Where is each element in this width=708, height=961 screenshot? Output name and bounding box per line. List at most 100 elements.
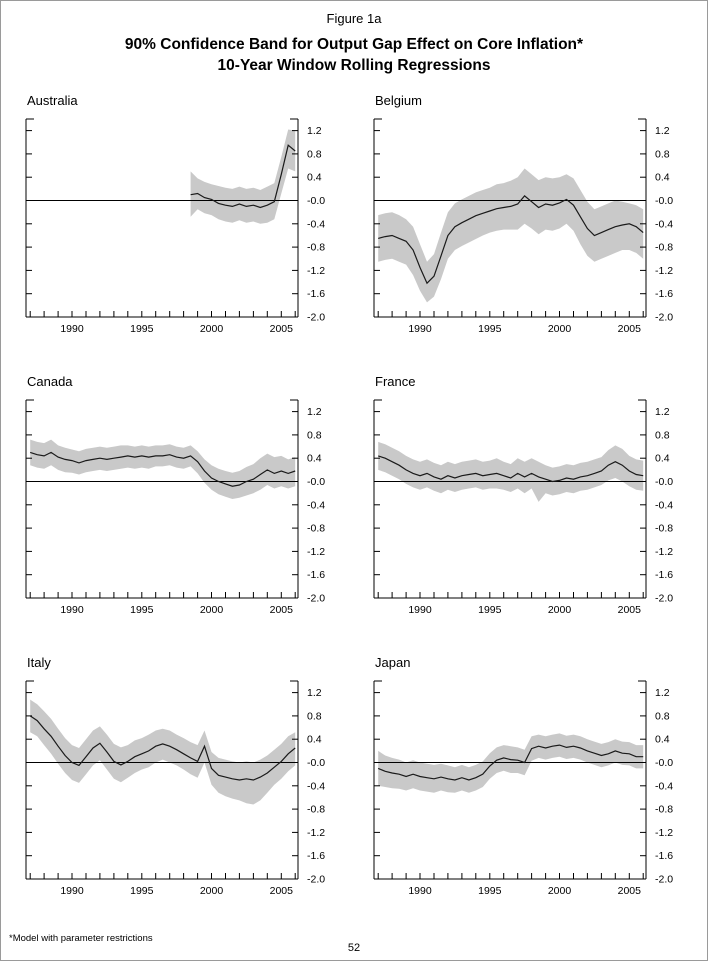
y-tick-label: 0.8 [307, 710, 322, 722]
x-tick-label: 1995 [478, 604, 502, 616]
y-tick-label: -0.4 [307, 218, 325, 230]
y-tick-label: 1.2 [307, 687, 322, 699]
x-tick-label: 2000 [548, 885, 572, 897]
x-tick-label: 1990 [408, 885, 432, 897]
x-tick-label: 1995 [130, 323, 154, 335]
y-tick-label: -0.4 [655, 218, 673, 230]
y-tick-label: -0.0 [307, 757, 325, 769]
y-tick-label: -2.0 [307, 592, 325, 604]
y-tick-label: -0.0 [307, 476, 325, 488]
y-tick-label: 0.4 [307, 734, 322, 746]
chart-title: France [375, 373, 416, 389]
confidence-band [190, 129, 296, 224]
y-tick-label: -2.0 [655, 592, 673, 604]
x-tick-label: 2005 [270, 604, 294, 616]
estimate-line [30, 451, 296, 487]
y-tick-label: -1.2 [655, 265, 673, 277]
y-tick-label: 0.8 [307, 429, 322, 441]
y-tick-label: -1.2 [655, 546, 673, 558]
confidence-band [30, 439, 296, 499]
y-tick-label: -0.8 [655, 241, 673, 253]
chart-canvas: 1.2 0.8 0.4 -0.0 -0.4 -0.8 -1.2 -1.6 -2.0 1990 199… [25, 680, 325, 897]
confidence-band [378, 441, 644, 502]
x-tick-label: 2005 [270, 323, 294, 335]
x-tick-label: 2005 [270, 885, 294, 897]
chart-panel: Australia 1.2 0.8 0.4 -0.0 -0.4 -0.8 -1.2 -1.6 -… [25, 93, 347, 338]
y-tick-label: -0.0 [307, 195, 325, 207]
x-tick-label: 1995 [130, 885, 154, 897]
x-tick-label: 2000 [548, 323, 572, 335]
y-tick-label: -1.2 [307, 546, 325, 558]
y-tick-label: -2.0 [307, 311, 325, 323]
estimate-line [378, 455, 644, 482]
y-tick-label: 0.4 [307, 453, 322, 465]
y-tick-label: -1.2 [307, 827, 325, 839]
x-tick-label: 1995 [478, 885, 502, 897]
figure-title-line2: 10-Year Window Rolling Regressions [217, 56, 491, 74]
chart-title: Canada [27, 373, 73, 389]
x-tick-label: 1990 [60, 323, 84, 335]
y-tick-label: 1.2 [655, 406, 670, 418]
y-tick-label: -2.0 [655, 311, 673, 323]
y-tick-label: -0.8 [655, 522, 673, 534]
chart-panel: Belgium 1.2 0.8 0.4 -0.0 -0.4 -0.8 -1.2 -1.6 -2.… [373, 93, 695, 338]
estimate-line [378, 194, 644, 285]
x-tick-label: 2005 [618, 323, 642, 335]
y-tick-label: 0.8 [307, 148, 322, 160]
y-tick-label: -0.0 [655, 476, 673, 488]
x-tick-label: 1990 [408, 604, 432, 616]
confidence-band [30, 699, 296, 805]
chart-title: Australia [27, 92, 78, 108]
chart-panel: Canada 1.2 0.8 0.4 -0.0 -0.4 -0.8 -1.2 -1.6 -2.0… [25, 374, 347, 619]
y-tick-label: 1.2 [655, 687, 670, 699]
y-tick-label: -1.6 [307, 288, 325, 300]
y-tick-label: -0.8 [655, 803, 673, 815]
y-tick-label: 0.8 [655, 429, 670, 441]
estimate-line [190, 143, 296, 208]
x-tick-label: 2000 [548, 604, 572, 616]
y-tick-label: 0.4 [655, 734, 670, 746]
chart-canvas: 1.2 0.8 0.4 -0.0 -0.4 -0.8 -1.2 -1.6 -2.0 1990 199… [373, 680, 673, 897]
y-tick-label: -1.6 [655, 850, 673, 862]
x-tick-label: 1990 [60, 604, 84, 616]
chart-panel: Japan 1.2 0.8 0.4 -0.0 -0.4 -0.8 -1.2 -1.6 -2.0 1… [373, 655, 695, 900]
figure-title-line1: 90% Confidence Band for Output Gap Effec… [124, 36, 584, 53]
y-tick-label: 0.8 [655, 710, 670, 722]
y-tick-label: 1.2 [307, 125, 322, 137]
y-tick-label: 0.4 [655, 453, 670, 465]
confidence-band [378, 168, 644, 303]
figure-label: Figure 1a [326, 11, 382, 26]
charts-grid: Australia 1.2 0.8 0.4 -0.0 -0.4 -0.8 -1.2 -1.6 -… [1, 77, 707, 900]
chart-panel: Italy 1.2 0.8 0.4 -0.0 -0.4 -0.8 -1.2 -1.6 -2.0 1… [25, 655, 347, 900]
chart-canvas: 1.2 0.8 0.4 -0.0 -0.4 -0.8 -1.2 -1.6 -2.0 1990 199… [373, 399, 673, 616]
chart-title: Italy [27, 654, 51, 670]
y-tick-label: -0.4 [655, 780, 673, 792]
chart-title: Belgium [375, 92, 422, 108]
x-tick-label: 2005 [618, 604, 642, 616]
y-tick-label: -0.8 [307, 803, 325, 815]
y-tick-label: -1.6 [307, 850, 325, 862]
y-tick-label: -1.2 [655, 827, 673, 839]
x-tick-label: 2000 [200, 604, 224, 616]
confidence-band [378, 733, 644, 793]
y-tick-label: -0.0 [655, 757, 673, 769]
x-tick-label: 1995 [130, 604, 154, 616]
y-tick-label: 1.2 [655, 125, 670, 137]
y-tick-label: 0.4 [655, 172, 670, 184]
y-tick-label: -2.0 [655, 873, 673, 885]
y-tick-label: -1.2 [307, 265, 325, 277]
y-tick-label: -1.6 [307, 569, 325, 581]
estimate-line [29, 715, 296, 781]
estimate-line [377, 744, 644, 781]
x-tick-label: 1995 [478, 323, 502, 335]
y-tick-label: -0.4 [307, 499, 325, 511]
figure-title: 90% Confidence Band for Output Gap Effec… [1, 35, 707, 77]
y-tick-label: -1.6 [655, 288, 673, 300]
y-tick-label: -1.6 [655, 569, 673, 581]
x-tick-label: 2000 [200, 885, 224, 897]
x-tick-label: 1990 [60, 885, 84, 897]
y-tick-label: -0.4 [307, 780, 325, 792]
footnote: *Model with parameter restrictions [9, 933, 153, 944]
chart-canvas: 1.2 0.8 0.4 -0.0 -0.4 -0.8 -1.2 -1.6 -2.0 1990 199… [25, 399, 325, 616]
